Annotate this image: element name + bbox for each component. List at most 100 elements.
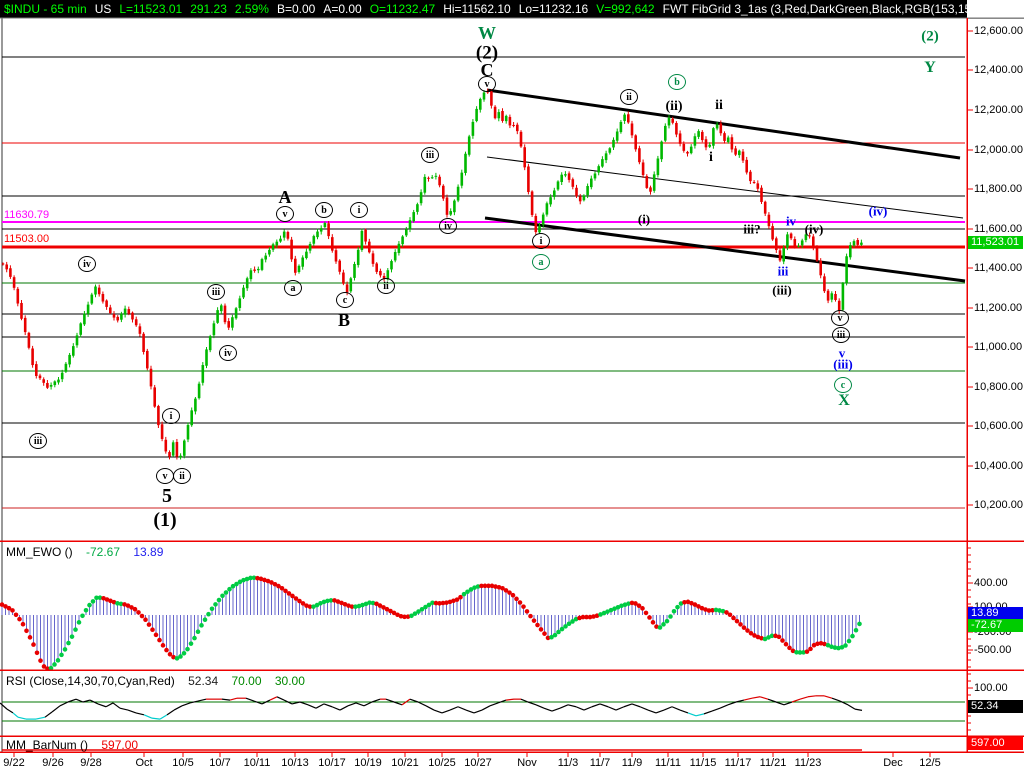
ewo-dot: [720, 608, 726, 614]
date-label: 11/15: [689, 757, 717, 768]
date-label: 11/7: [589, 757, 611, 768]
ewo-dot: [41, 664, 47, 669]
candle-body: [105, 300, 108, 307]
candle-body: [760, 187, 763, 202]
ewo-dot: [395, 612, 400, 618]
candle-body: [175, 441, 179, 457]
candle-body: [730, 137, 734, 150]
ewo-dot: [591, 614, 596, 619]
candle-body: [194, 398, 197, 412]
candle-body: [72, 346, 75, 356]
candle-body: [453, 200, 456, 213]
ewo-dot: [153, 632, 159, 638]
candle-body: [819, 260, 822, 276]
ewo-dot: [510, 592, 516, 598]
ewo-dot: [573, 616, 579, 622]
date-label: Dec: [883, 757, 903, 768]
rsi-line-segment: [323, 703, 333, 708]
candle-body: [142, 333, 145, 352]
date-label: 11/9: [621, 757, 643, 768]
candle-body: [1, 263, 5, 265]
rsi-line-segment: [767, 698, 777, 703]
date-label: 9/28: [80, 757, 102, 768]
ewo-dot: [318, 600, 323, 606]
date-label: 11/23: [794, 757, 822, 768]
candle-body: [553, 190, 556, 197]
ewo-dot: [251, 575, 257, 581]
candle-body: [331, 237, 334, 251]
ewo-dot: [580, 614, 586, 620]
rsi-line-segment: [735, 699, 745, 703]
ewo-dot: [157, 637, 162, 643]
candle-body: [830, 293, 834, 300]
candle-body: [327, 223, 330, 237]
ewo-dot: [507, 590, 512, 595]
candle-body: [123, 308, 127, 315]
ewo-dot: [468, 587, 474, 592]
candle-body: [364, 229, 367, 242]
ewo-dot: [174, 656, 180, 661]
date-label: 9/26: [42, 757, 64, 768]
rsi-header[interactable]: RSI (Close,14,30,70,Cyan,Red) 52.34 70.0…: [6, 674, 315, 688]
ewo-dot: [598, 612, 603, 617]
candle-body: [201, 365, 205, 383]
candle-body: [427, 177, 430, 179]
candle-body: [675, 122, 678, 135]
candle-body: [5, 264, 8, 270]
ewo-dot: [83, 608, 89, 613]
rsi-line-segment: [67, 698, 77, 703]
ewo-dot: [682, 599, 687, 605]
quote-segment-11: FWT FibGrid 3_1as (3,Red,DarkGreen,Black…: [662, 2, 967, 16]
ewo-dot: [734, 618, 740, 624]
candle-body: [686, 151, 689, 154]
candle-body: [516, 124, 519, 132]
ewo-dot: [192, 635, 197, 641]
ewo-dot: [10, 608, 15, 613]
ewo-dot: [209, 606, 215, 612]
price-axis-label: 11,600.00: [974, 223, 1023, 235]
candle-body: [242, 287, 245, 298]
ewo-dot: [745, 628, 750, 633]
rsi-line-segment: [221, 698, 231, 701]
ewo-dot: [125, 603, 131, 608]
candle-body: [467, 136, 471, 155]
candle-body: [804, 234, 808, 241]
candle-body: [571, 179, 575, 187]
ewo-dot: [195, 629, 201, 635]
ewo-header[interactable]: MM_EWO () -72.67 13.89: [6, 545, 173, 559]
rsi-line-segment: [854, 708, 863, 711]
candle-body: [856, 240, 859, 245]
rsi-line-segment: [527, 701, 537, 706]
ewo-dot: [808, 646, 813, 652]
candle-body: [109, 307, 112, 314]
candle-body: [612, 139, 615, 148]
rsi-level-high: 70.00: [231, 674, 262, 688]
candle-body: [860, 242, 863, 245]
barnum-header[interactable]: MM_BarNum () 597.00: [6, 738, 148, 752]
rsi-line-segment: [703, 710, 713, 715]
ewo-dot: [160, 643, 166, 648]
rsi-line-segment: [481, 705, 491, 711]
rsi-line-segment: [35, 716, 46, 720]
candle-body: [782, 248, 785, 262]
candle-body: [253, 269, 256, 271]
rsi-line-segment: [631, 703, 641, 708]
rsi-line-segment: [687, 712, 697, 717]
date-label: 10/7: [209, 757, 231, 768]
candle-body: [645, 176, 649, 188]
candle-body: [704, 139, 708, 148]
rsi-line-segment: [283, 699, 293, 705]
candle-body: [575, 187, 578, 197]
ewo-dot: [759, 635, 764, 641]
ewo-dot: [552, 632, 558, 638]
candle-body: [390, 261, 393, 270]
ewo-dot: [825, 642, 831, 648]
ewo-dot: [500, 585, 505, 591]
candle-body: [430, 177, 434, 179]
ewo-dot: [650, 620, 656, 625]
candle-body: [338, 260, 341, 272]
ewo-dot: [55, 658, 61, 663]
